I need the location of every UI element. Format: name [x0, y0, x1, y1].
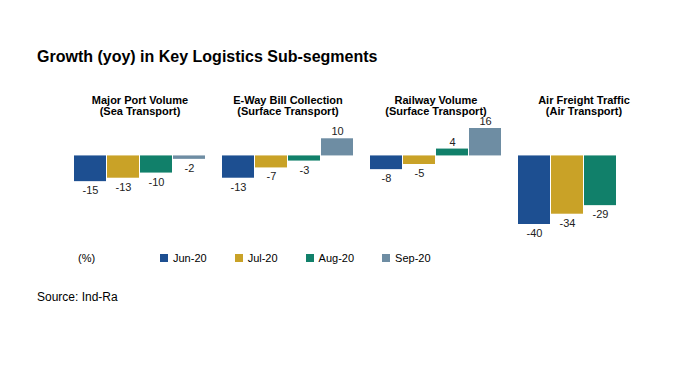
html-text:Sep-20: Sep-20 [395, 252, 431, 264]
svg-text:-7: -7 [267, 170, 277, 182]
svg-text:-13: -13 [231, 181, 247, 193]
svg-text:10: 10 [331, 125, 343, 137]
svg-text:-40: -40 [527, 227, 543, 239]
html-text:Jul-20: Jul-20 [247, 252, 278, 264]
svg-text:-8: -8 [382, 172, 392, 184]
svg-text:-10: -10 [149, 176, 165, 188]
svg-text:-15: -15 [83, 184, 99, 196]
svg-text:-34: -34 [560, 217, 576, 229]
svg-text:16: 16 [479, 115, 491, 127]
svg-text:-13: -13 [116, 181, 132, 193]
html-text:Growth (yoy) in Key Logistics: Growth (yoy) in Key Logistics Sub-segmen… [37, 48, 378, 65]
svg-text:4: 4 [449, 136, 455, 148]
svg-text:-2: -2 [185, 162, 195, 174]
svg-text:Air Freight Traffic(Air Transp: Air Freight Traffic(Air Transport) [538, 94, 630, 117]
svg-text:E-Way Bill Collection(Surface: E-Way Bill Collection(Surface Transport) [233, 94, 343, 117]
svg-text:-5: -5 [415, 167, 425, 179]
svg-text:-29: -29 [593, 208, 609, 220]
svg-text:Major Port Volume(Sea Transpor: Major Port Volume(Sea Transport) [92, 94, 188, 117]
html-text:Source: Ind-Ra: Source: Ind-Ra [37, 290, 118, 304]
svg-text:Railway Volume(Surface Transpo: Railway Volume(Surface Transport) [385, 94, 487, 117]
html-text:Aug-20: Aug-20 [318, 252, 355, 264]
html-text:Jun-20: Jun-20 [173, 252, 207, 264]
svg-text:-3: -3 [300, 164, 310, 176]
